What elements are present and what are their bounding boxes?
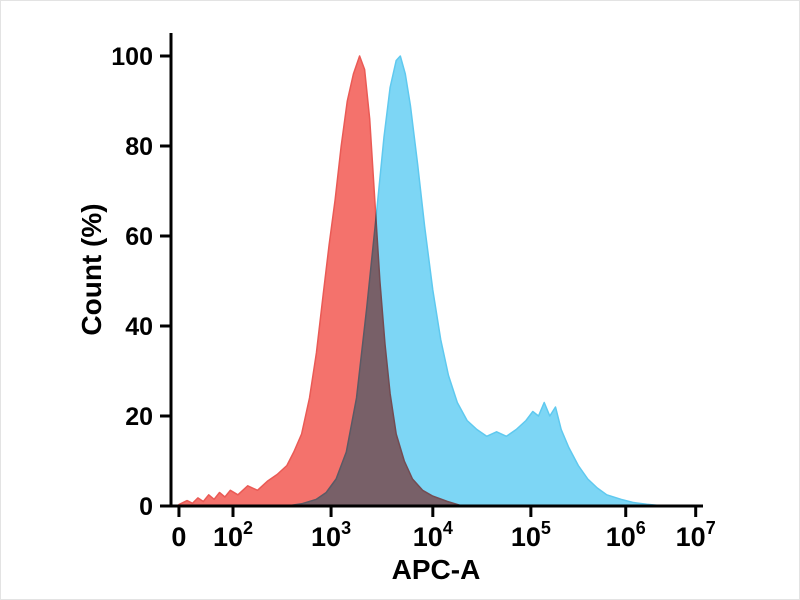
x-tick-label-4: 105	[511, 518, 551, 552]
y-tick-label-4: 80	[125, 133, 153, 161]
y-tick-label-3: 60	[125, 223, 153, 251]
y-tick-label-0: 0	[139, 493, 153, 521]
series-red-population	[178, 55, 463, 507]
y-tick-label-1: 20	[125, 403, 153, 431]
x-tick-label-5: 106	[606, 518, 646, 552]
y-axis-title: Count (%)	[76, 203, 107, 335]
y-tick-label-2: 40	[125, 313, 153, 341]
x-tick-label-1: 102	[213, 518, 253, 552]
x-tick-label-0: 0	[171, 522, 186, 552]
x-tick-label-3: 104	[413, 518, 453, 552]
x-tick-label-6: 107	[676, 518, 716, 552]
x-axis-title: APC-A	[392, 554, 481, 585]
y-tick-label-5: 100	[111, 43, 153, 71]
x-tick-label-2: 103	[311, 518, 351, 552]
